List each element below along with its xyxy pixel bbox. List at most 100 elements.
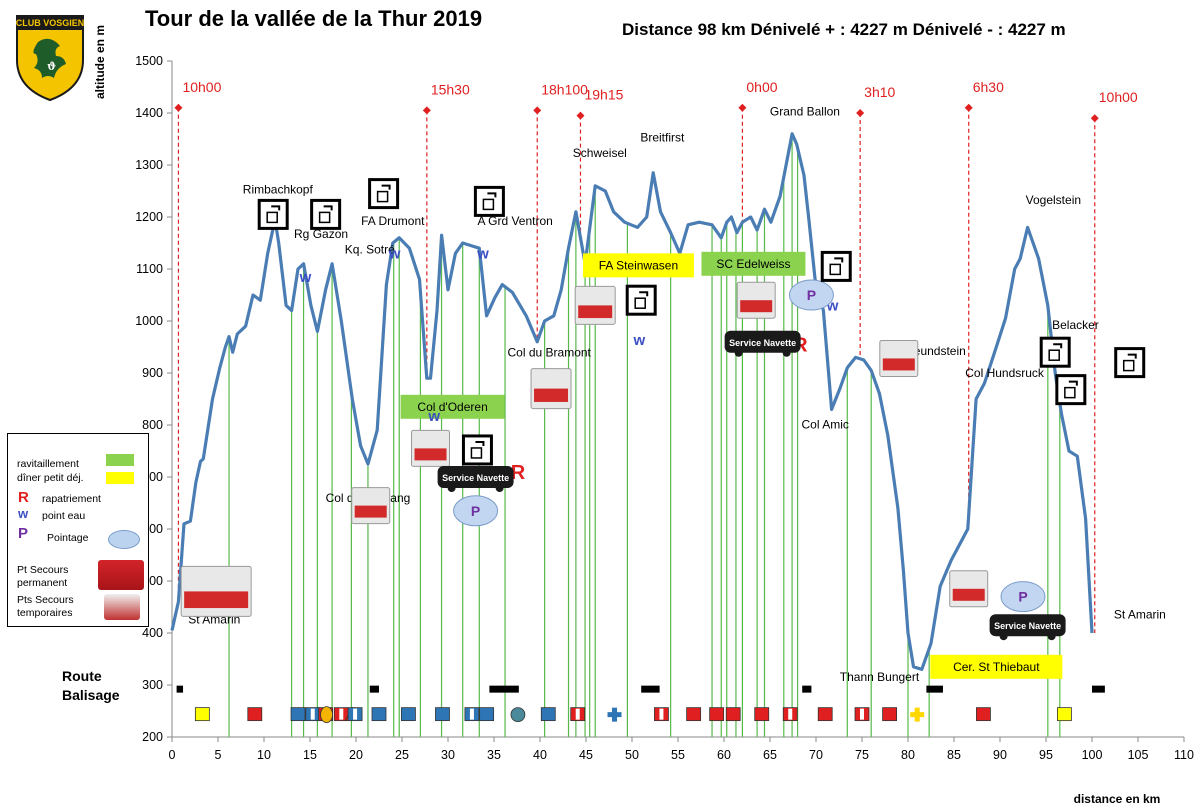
- legend-ravitaillement-swatch: [106, 454, 134, 466]
- balisage-mark: [247, 707, 263, 722]
- water-tap-icon-cup: [470, 447, 483, 459]
- time-marker-label: 10h00: [1099, 89, 1138, 105]
- x-tick-label: 50: [625, 748, 639, 762]
- time-marker-diamond: [738, 103, 747, 112]
- x-tick-label: 0: [169, 748, 176, 762]
- balisage-mark-stripe: [659, 708, 664, 720]
- pointage-ellipse: [453, 495, 499, 527]
- legend-ambulance-temporary-icon: [104, 594, 140, 620]
- water-tap-icon-frame: [310, 198, 342, 230]
- water-tap-icon-spout: [381, 184, 391, 190]
- y-tick-label: 1200: [135, 210, 163, 224]
- stop-box-label: Col d'Oderen: [417, 400, 487, 414]
- ambulance-icon: [736, 281, 776, 319]
- x-tick-label: 25: [395, 748, 409, 762]
- legend-rapatriement: rapatriement: [42, 493, 101, 505]
- time-marker-diamond: [174, 103, 183, 112]
- x-tick-label: 95: [1039, 748, 1053, 762]
- chart-title: Tour de la vallée de la Thur 2019: [145, 6, 483, 31]
- water-tap-icon-spout: [487, 192, 497, 198]
- ambulance-icon-stripe: [952, 588, 985, 601]
- water-tap-icon: [1114, 347, 1146, 379]
- balisage-mark-stripe: [788, 708, 793, 720]
- water-tap-icon-cup: [1122, 359, 1135, 372]
- place-label: Kq. Sotré: [345, 242, 395, 256]
- balisage-mark: [435, 707, 450, 722]
- balisage-mark-stripe: [860, 708, 864, 720]
- route-mark: [176, 685, 184, 693]
- ambulance-icon: [574, 285, 616, 325]
- legend-pointage-symbol: P: [18, 525, 29, 542]
- balisage-mark: [709, 707, 725, 722]
- y-tick-label: 900: [142, 366, 163, 380]
- place-label: Col du Bramont: [508, 345, 592, 359]
- water-tap-icon: [1039, 336, 1071, 368]
- legend-ambulance-permanent-icon: [98, 560, 144, 590]
- time-marker-label: 3h10: [864, 84, 895, 100]
- legend-diner: dîner petit déj.: [17, 472, 84, 484]
- x-tick-label: 5: [215, 748, 222, 762]
- route-mark: [369, 685, 379, 693]
- route-stats: Distance 98 km Dénivelé + : 4227 m Déniv…: [622, 20, 1066, 39]
- shuttle-bus-wheel: [1047, 632, 1056, 641]
- balisage-mark: [754, 707, 770, 722]
- water-tap-icon-cup: [482, 198, 495, 211]
- ambulance-icon-stripe: [414, 448, 447, 461]
- stop-box-label: Cer. St Thiebaut: [953, 660, 1040, 674]
- water-point-mark: w: [388, 245, 401, 262]
- ambulance-icon: [180, 565, 252, 617]
- place-label: Schweisel: [573, 146, 627, 160]
- water-tap-icon-cup: [266, 211, 278, 224]
- balisage-mark: [540, 707, 556, 722]
- pointage-ellipse: [1000, 581, 1046, 613]
- stop-box: [400, 394, 505, 419]
- time-marker-diamond: [1090, 114, 1099, 123]
- water-tap-icon-spout: [639, 291, 649, 297]
- shuttle-bus-wheel: [782, 348, 791, 357]
- balisage-mark: [401, 707, 416, 722]
- water-tap-icon-frame: [1114, 347, 1146, 379]
- water-tap-icon-spout: [1068, 380, 1078, 386]
- place-label: Rimbachkopf: [243, 183, 314, 197]
- balisage-mark: [290, 707, 306, 722]
- legend-eau: point eau: [42, 510, 86, 522]
- y-axis-label: altitude en m: [93, 25, 107, 99]
- time-marker-diamond: [576, 111, 585, 120]
- legend-eau-symbol: w: [18, 506, 29, 521]
- legend-pointage-ellipse: [108, 530, 140, 549]
- route-mark: [1092, 685, 1105, 693]
- route-mark: [641, 685, 660, 693]
- stop-box: [930, 654, 1063, 679]
- x-tick-label: 35: [487, 748, 501, 762]
- water-tap-icon-cup: [1064, 386, 1076, 399]
- x-tick-label: 100: [1082, 748, 1103, 762]
- stop-box-label: SC Edelweiss: [716, 257, 790, 271]
- pointage-mark: P: [1018, 589, 1027, 605]
- y-tick-label: 1500: [135, 54, 163, 68]
- ambulance-icon-stripe: [578, 305, 613, 319]
- legend-ravitaillement: ravitaillement: [17, 458, 79, 470]
- water-tap-icon-cup: [318, 211, 331, 224]
- balisage-label: Balisage: [62, 687, 120, 703]
- club-vosgien-logo: ϑ CLUB VOSGIEN: [14, 12, 86, 102]
- water-tap-icon-frame: [461, 434, 493, 466]
- water-tap-icon: [625, 284, 657, 316]
- stop-box: [701, 251, 806, 276]
- x-tick-label: 85: [947, 748, 961, 762]
- shuttle-bus-body: [724, 330, 801, 353]
- ambulance-icon-body: [351, 487, 391, 525]
- water-tap-icon-frame: [820, 250, 852, 282]
- ambulance-icon: [351, 487, 391, 525]
- balisage-mark: [612, 707, 618, 722]
- place-label: Col Hundsruck: [965, 366, 1045, 380]
- water-point-mark: w: [476, 245, 489, 262]
- x-tick-label: 90: [993, 748, 1007, 762]
- shuttle-bus-wheel: [734, 348, 743, 357]
- water-tap-icon-cup: [829, 263, 841, 276]
- ambulance-icon: [879, 339, 919, 377]
- water-tap-icon-cup: [376, 190, 389, 203]
- x-tick-label: 75: [855, 748, 869, 762]
- x-tick-label: 65: [763, 748, 777, 762]
- water-tap-icon: [257, 198, 289, 230]
